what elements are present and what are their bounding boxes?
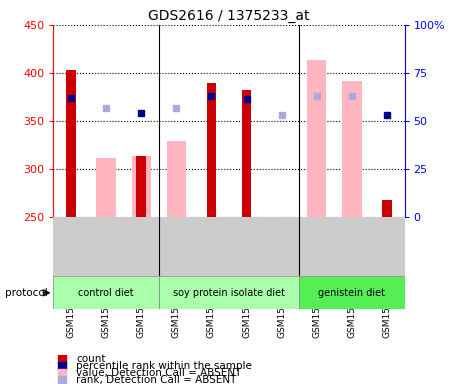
Text: control diet: control diet	[78, 288, 134, 298]
Bar	[342, 81, 362, 217]
Text: count: count	[76, 354, 106, 364]
Bar	[242, 90, 252, 217]
Bar	[96, 159, 116, 217]
Bar	[206, 83, 216, 217]
Text: soy protein isolate diet: soy protein isolate diet	[173, 288, 285, 298]
Bar	[136, 157, 146, 217]
Text: genistein diet: genistein diet	[319, 288, 385, 298]
Title: GDS2616 / 1375233_at: GDS2616 / 1375233_at	[148, 8, 310, 23]
Text: rank, Detection Call = ABSENT: rank, Detection Call = ABSENT	[76, 376, 237, 384]
Text: protocol: protocol	[5, 288, 47, 298]
Text: percentile rank within the sample: percentile rank within the sample	[76, 361, 252, 371]
Bar	[53, 276, 159, 309]
Text: value, Detection Call = ABSENT: value, Detection Call = ABSENT	[76, 368, 242, 378]
Bar	[159, 276, 299, 309]
Bar	[166, 141, 186, 217]
Bar	[66, 70, 76, 217]
Bar	[299, 276, 405, 309]
Bar	[307, 61, 326, 217]
Bar	[132, 157, 151, 217]
Bar	[382, 200, 392, 217]
